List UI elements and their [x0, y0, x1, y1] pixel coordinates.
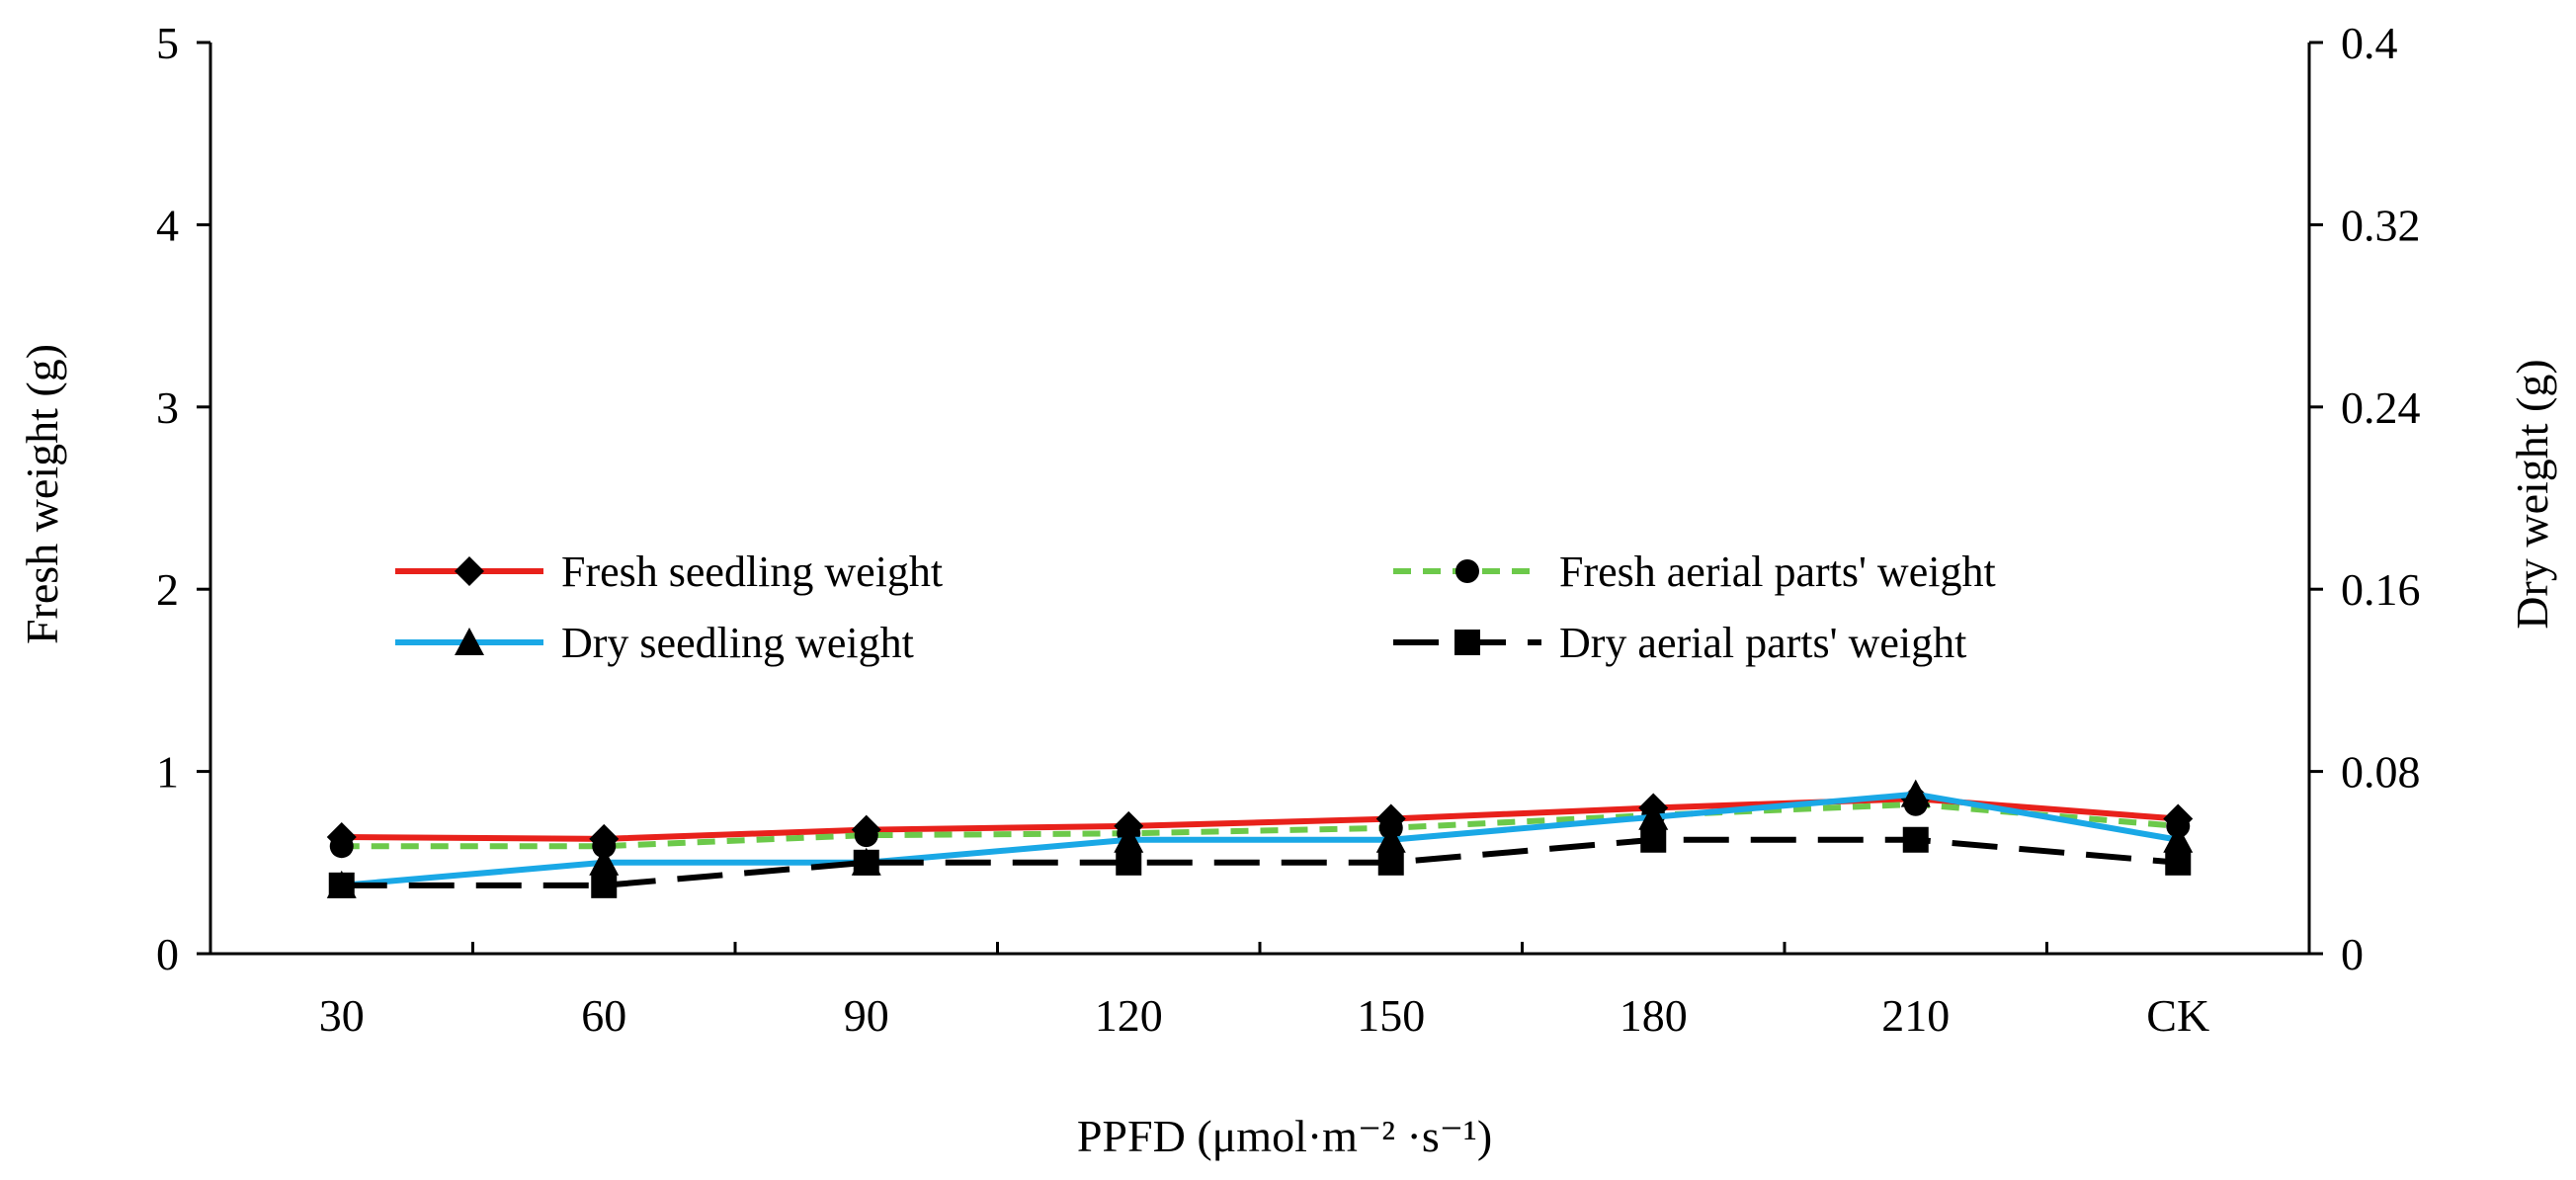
series-line	[341, 791, 2179, 888]
y-left-tick-label: 0	[156, 929, 179, 979]
legend-swatch-marker	[455, 628, 484, 655]
data-point	[329, 834, 354, 859]
data-point	[1375, 824, 1406, 853]
series-dry-aerial-parts-weight	[328, 826, 2192, 898]
y-right-tick-label: 0.24	[2341, 382, 2421, 433]
x-tick-label: 210	[1881, 990, 1950, 1041]
x-axis-title: PPFD (μmol·m⁻² ·s⁻¹)	[1077, 1111, 1492, 1161]
legend-item: Dry seedling weight	[395, 619, 914, 667]
legend-label: Dry aerial parts' weight	[1559, 619, 1966, 667]
data-point	[592, 834, 617, 859]
series-line	[341, 836, 2179, 888]
y-left-tick-label: 3	[156, 382, 179, 433]
legend-swatch-marker	[455, 556, 484, 586]
data-point	[853, 849, 879, 876]
y-right-tick-label: 0	[2341, 929, 2364, 979]
series-layer	[326, 779, 2194, 898]
y-left-tick-label: 4	[156, 200, 179, 250]
axes: 0 1 2 3 4 5 0 0.08 0.16 0.24 0.32 0.4 30 60 90 120 150 18…	[156, 18, 2421, 1041]
legend-item: Dry aerial parts' weight	[1393, 619, 1966, 667]
data-point	[1900, 779, 1931, 807]
legend-swatch-marker	[1455, 559, 1479, 583]
x-tick-label: 90	[844, 990, 889, 1041]
x-tick-label: 150	[1357, 990, 1425, 1041]
legend-label: Dry seedling weight	[561, 619, 914, 667]
data-point	[854, 823, 878, 848]
data-point	[2163, 824, 2194, 853]
legend-item: Fresh aerial parts' weight	[1393, 548, 1996, 596]
legend-label: Fresh seedling weight	[561, 548, 943, 596]
x-tick-label: 180	[1620, 990, 1688, 1041]
data-point	[589, 847, 620, 876]
data-point	[1377, 849, 1404, 876]
y-left-tick-label: 2	[156, 564, 179, 615]
legend: Fresh seedling weight Fresh aerial parts'…	[395, 548, 1996, 667]
legend-label: Fresh aerial parts' weight	[1559, 548, 1996, 596]
y-left-tick-label: 5	[156, 18, 179, 68]
x-tick-label: 30	[319, 990, 365, 1041]
data-point	[1114, 824, 1144, 853]
data-point	[2165, 849, 2192, 876]
legend-swatch-marker	[1454, 630, 1480, 655]
y-right-tick-label: 0.32	[2341, 200, 2421, 250]
x-tick-label: CK	[2146, 990, 2209, 1041]
x-tick-label: 120	[1095, 990, 1163, 1041]
series-line	[341, 801, 2179, 850]
data-point	[328, 872, 355, 898]
data-point	[1640, 826, 1667, 853]
y-axis-left-title: Fresh weight (g)	[17, 344, 67, 644]
data-point	[591, 872, 618, 898]
data-point	[1902, 826, 1929, 853]
y-right-tick-label: 0.08	[2341, 747, 2421, 798]
x-tick-label: 60	[581, 990, 626, 1041]
data-point	[1638, 801, 1669, 830]
legend-item: Fresh seedling weight	[395, 548, 943, 596]
data-point	[1116, 849, 1142, 876]
y-axis-right-title: Dry weight (g)	[2507, 359, 2557, 629]
y-right-tick-label: 0.16	[2341, 564, 2421, 615]
y-left-tick-label: 1	[156, 747, 179, 798]
y-right-tick-label: 0.4	[2341, 18, 2398, 68]
